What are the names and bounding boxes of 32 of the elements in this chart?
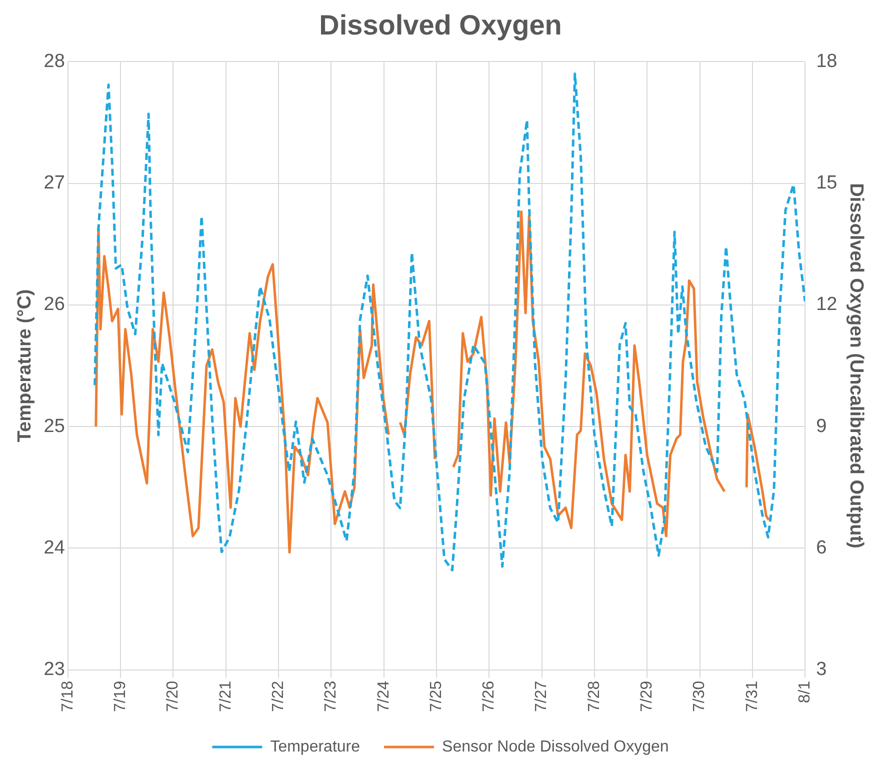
y2-tick-label: 6 — [816, 537, 827, 558]
legend-label: Temperature — [270, 738, 360, 756]
y2-tick-label: 3 — [816, 659, 827, 680]
x-tick-label: 7/23 — [322, 680, 340, 712]
x-tick-label: 7/25 — [428, 680, 445, 712]
x-tick-label: 7/22 — [270, 680, 287, 712]
y2-tick-label: 12 — [816, 294, 838, 316]
x-tick-label: 7/29 — [638, 680, 656, 712]
x-tick-label: 7/19 — [112, 680, 129, 712]
y2-tick-label: 18 — [816, 50, 838, 72]
chart-title: Dissolved Oxygen — [319, 10, 562, 41]
x-tick-label: 7/20 — [164, 680, 182, 712]
y-tick-label: 26 — [44, 294, 65, 316]
x-tick-label: 7/27 — [533, 680, 550, 712]
y2-tick-label: 9 — [816, 416, 827, 437]
x-tick-label: 7/24 — [375, 680, 392, 712]
x-tick-label: 7/18 — [59, 680, 76, 712]
x-tick-label: 7/21 — [217, 680, 234, 712]
y-tick-label: 27 — [44, 172, 65, 194]
x-tick-label: 7/31 — [744, 680, 761, 712]
y2-tick-label: 15 — [816, 172, 838, 194]
y-tick-label: 24 — [44, 537, 66, 558]
x-tick-label: 7/30 — [691, 680, 708, 712]
y-tick-label: 28 — [44, 50, 65, 72]
x-tick-label: 7/28 — [586, 680, 603, 712]
y-axis-title: Temperature (°C) — [14, 289, 36, 442]
legend-label: Sensor Node Dissolved Oxygen — [442, 738, 669, 756]
y-tick-label: 25 — [44, 416, 65, 437]
y2-axis-title: Dissolved Oxygen (Uncalibrated Output) — [845, 183, 866, 548]
x-tick-label: 8/1 — [796, 680, 814, 704]
y-tick-label: 23 — [44, 659, 65, 680]
x-tick-label: 7/26 — [480, 680, 498, 712]
